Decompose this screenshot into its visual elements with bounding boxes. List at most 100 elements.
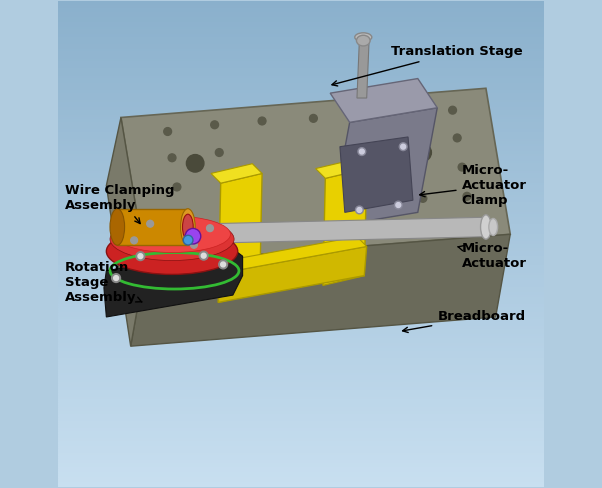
- Bar: [58, 290, 544, 293]
- Circle shape: [258, 117, 266, 125]
- Bar: [58, 375, 544, 378]
- Bar: [58, 266, 544, 268]
- Bar: [58, 412, 544, 414]
- Circle shape: [448, 106, 456, 114]
- Bar: [58, 205, 544, 207]
- Circle shape: [136, 252, 145, 261]
- Bar: [58, 66, 544, 69]
- Bar: [58, 456, 544, 458]
- Bar: [58, 473, 544, 475]
- Bar: [58, 336, 544, 339]
- Bar: [58, 37, 544, 40]
- Bar: [58, 293, 544, 295]
- Circle shape: [467, 219, 475, 226]
- Bar: [58, 101, 544, 103]
- Bar: [58, 130, 544, 132]
- Bar: [58, 217, 544, 220]
- Circle shape: [114, 276, 119, 281]
- Bar: [58, 468, 544, 470]
- Bar: [58, 339, 544, 341]
- Polygon shape: [104, 249, 243, 317]
- Bar: [58, 317, 544, 320]
- Bar: [58, 239, 544, 242]
- Bar: [58, 320, 544, 322]
- Bar: [58, 419, 544, 422]
- Bar: [58, 149, 544, 152]
- Bar: [58, 18, 544, 20]
- Bar: [58, 188, 544, 190]
- Circle shape: [458, 163, 466, 171]
- Bar: [58, 35, 544, 37]
- Polygon shape: [107, 118, 145, 346]
- Circle shape: [138, 254, 143, 259]
- Circle shape: [405, 108, 412, 116]
- Bar: [58, 91, 544, 93]
- Bar: [58, 42, 544, 44]
- Circle shape: [182, 239, 190, 246]
- Bar: [58, 222, 544, 224]
- Bar: [58, 353, 544, 356]
- Bar: [58, 127, 544, 130]
- Bar: [58, 166, 544, 168]
- Circle shape: [201, 253, 206, 258]
- Bar: [58, 71, 544, 74]
- Bar: [58, 137, 544, 140]
- Ellipse shape: [355, 33, 372, 41]
- Bar: [58, 181, 544, 183]
- Circle shape: [358, 148, 366, 156]
- Bar: [58, 295, 544, 298]
- Bar: [58, 461, 544, 463]
- Circle shape: [463, 192, 471, 200]
- Bar: [58, 387, 544, 390]
- Bar: [58, 103, 544, 105]
- Bar: [58, 122, 544, 125]
- Bar: [58, 93, 544, 96]
- Bar: [58, 390, 544, 392]
- Bar: [58, 147, 544, 149]
- Bar: [58, 132, 544, 135]
- Polygon shape: [131, 234, 510, 346]
- Bar: [58, 385, 544, 387]
- Bar: [58, 329, 544, 331]
- Bar: [58, 256, 544, 259]
- Bar: [58, 300, 544, 303]
- Bar: [58, 409, 544, 412]
- Circle shape: [131, 237, 137, 244]
- Polygon shape: [219, 246, 367, 303]
- Bar: [58, 40, 544, 42]
- Bar: [58, 229, 544, 232]
- Circle shape: [191, 242, 197, 248]
- Ellipse shape: [114, 216, 231, 252]
- Bar: [58, 307, 544, 310]
- Circle shape: [357, 111, 365, 119]
- Bar: [58, 378, 544, 380]
- Bar: [58, 395, 544, 397]
- Bar: [58, 268, 544, 271]
- Bar: [58, 159, 544, 161]
- Bar: [58, 76, 544, 79]
- Bar: [58, 480, 544, 483]
- Circle shape: [277, 229, 285, 237]
- Circle shape: [357, 207, 362, 212]
- Bar: [58, 251, 544, 254]
- Bar: [58, 278, 544, 281]
- Circle shape: [419, 194, 427, 202]
- Bar: [58, 436, 544, 439]
- Polygon shape: [175, 217, 486, 244]
- Bar: [58, 451, 544, 453]
- Bar: [58, 400, 544, 402]
- Bar: [58, 61, 544, 64]
- Bar: [58, 86, 544, 88]
- Bar: [58, 356, 544, 358]
- Bar: [58, 0, 544, 3]
- Bar: [58, 249, 544, 251]
- Circle shape: [216, 149, 223, 157]
- Bar: [58, 366, 544, 368]
- Bar: [58, 113, 544, 115]
- Bar: [58, 3, 544, 5]
- Bar: [58, 5, 544, 8]
- Bar: [58, 271, 544, 273]
- Bar: [58, 185, 544, 188]
- Bar: [58, 288, 544, 290]
- Bar: [58, 434, 544, 436]
